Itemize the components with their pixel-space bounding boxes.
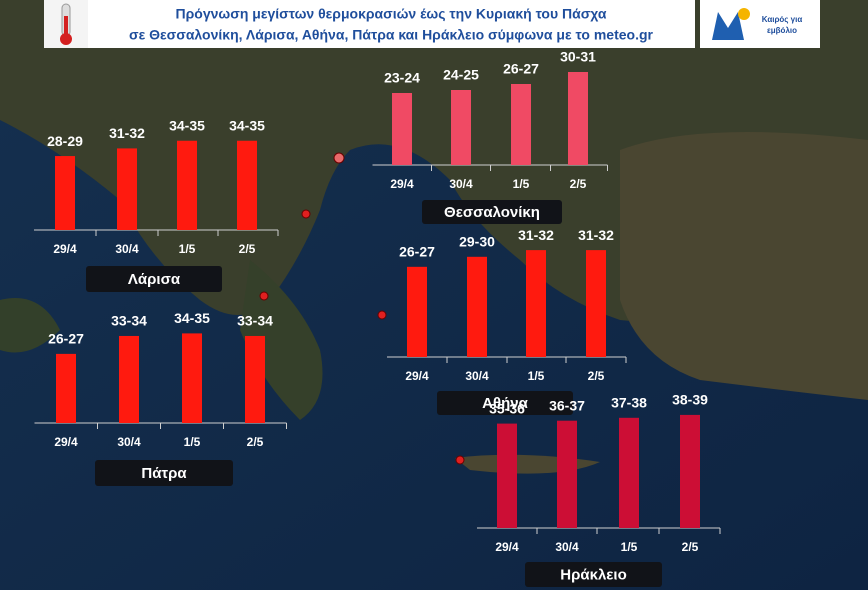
value-label: 29-30 (459, 234, 495, 250)
city-dots (259, 152, 465, 465)
value-label: 31-32 (578, 227, 614, 243)
header-title: Πρόγνωση μεγίστων θερμοκρασιών έως την Κ… (176, 6, 607, 22)
x-tick-label: 30/4 (449, 177, 473, 191)
x-tick-label: 29/4 (405, 369, 429, 383)
bar (245, 335, 265, 423)
logo (700, 0, 820, 48)
x-tick-label: 29/4 (495, 540, 519, 554)
value-label: 26-27 (48, 331, 84, 347)
bar (117, 148, 137, 230)
x-tick-label: 1/5 (179, 242, 196, 256)
bar (586, 250, 606, 357)
city-label-box (86, 266, 222, 292)
value-label: 35-36 (489, 400, 525, 416)
city-label-box (422, 200, 562, 224)
x-tick-label: 2/5 (588, 369, 605, 383)
value-label: 23-24 (384, 70, 420, 86)
city-label: Πάτρα (141, 465, 187, 482)
bar (177, 140, 197, 230)
x-tick-label: 2/5 (682, 540, 699, 554)
logo-text: Καιρός για (762, 15, 803, 24)
value-label: 33-34 (111, 313, 147, 329)
header-subtitle: σε Θεσσαλονίκη, Λάρισα, Αθήνα, Πάτρα και… (129, 27, 653, 43)
value-label: 34-35 (169, 117, 205, 133)
x-tick-label: 30/4 (465, 369, 489, 383)
header-panel (88, 0, 695, 48)
x-tick-label: 29/4 (390, 177, 414, 191)
bar (407, 266, 427, 357)
bar (557, 420, 577, 528)
bar (526, 250, 546, 357)
bar (680, 414, 700, 528)
bar (451, 90, 471, 165)
bar (511, 84, 531, 165)
value-label: 36-37 (549, 397, 585, 413)
bar (619, 417, 639, 528)
bar (568, 72, 588, 165)
x-tick-label: 2/5 (570, 177, 587, 191)
map-land (0, 0, 868, 474)
x-tick-label: 29/4 (54, 435, 78, 449)
value-label: 28-29 (47, 133, 83, 149)
city-label: Θεσσαλονίκη (444, 204, 540, 221)
bar (392, 93, 412, 165)
bar (119, 335, 139, 423)
x-tick-label: 1/5 (184, 435, 201, 449)
thermometer-icon (44, 0, 88, 48)
bar (182, 333, 202, 423)
city-label-box (525, 562, 662, 587)
value-label: 26-27 (503, 61, 539, 77)
x-tick-label: 2/5 (247, 435, 264, 449)
city-label: Αθήνα (482, 395, 528, 412)
city-label-box (437, 391, 573, 415)
value-label: 34-35 (174, 310, 210, 326)
x-tick-label: 2/5 (239, 242, 256, 256)
value-label: 37-38 (611, 395, 647, 411)
value-label: 34-35 (229, 117, 265, 133)
x-tick-label: 1/5 (513, 177, 530, 191)
value-label: 24-25 (443, 67, 479, 83)
city-label: Ηράκλειο (560, 566, 627, 583)
value-label: 33-34 (237, 313, 273, 329)
city-label: Λάρισα (128, 271, 181, 288)
value-label: 26-27 (399, 244, 435, 260)
bar (55, 156, 75, 230)
bar (237, 140, 257, 230)
x-tick-label: 30/4 (117, 435, 141, 449)
x-tick-label: 30/4 (555, 540, 579, 554)
value-label: 31-32 (518, 227, 554, 243)
x-tick-label: 30/4 (115, 242, 139, 256)
logo-text: εμβόλιο (767, 26, 797, 35)
x-tick-label: 1/5 (621, 540, 638, 554)
value-label: 31-32 (109, 125, 145, 141)
city-label-box (95, 460, 233, 486)
bar (467, 256, 487, 357)
bar (497, 423, 517, 528)
value-label: 30-31 (560, 49, 596, 65)
x-tick-label: 29/4 (53, 242, 77, 256)
x-tick-label: 1/5 (528, 369, 545, 383)
bar (56, 353, 76, 423)
value-label: 38-39 (672, 392, 708, 408)
